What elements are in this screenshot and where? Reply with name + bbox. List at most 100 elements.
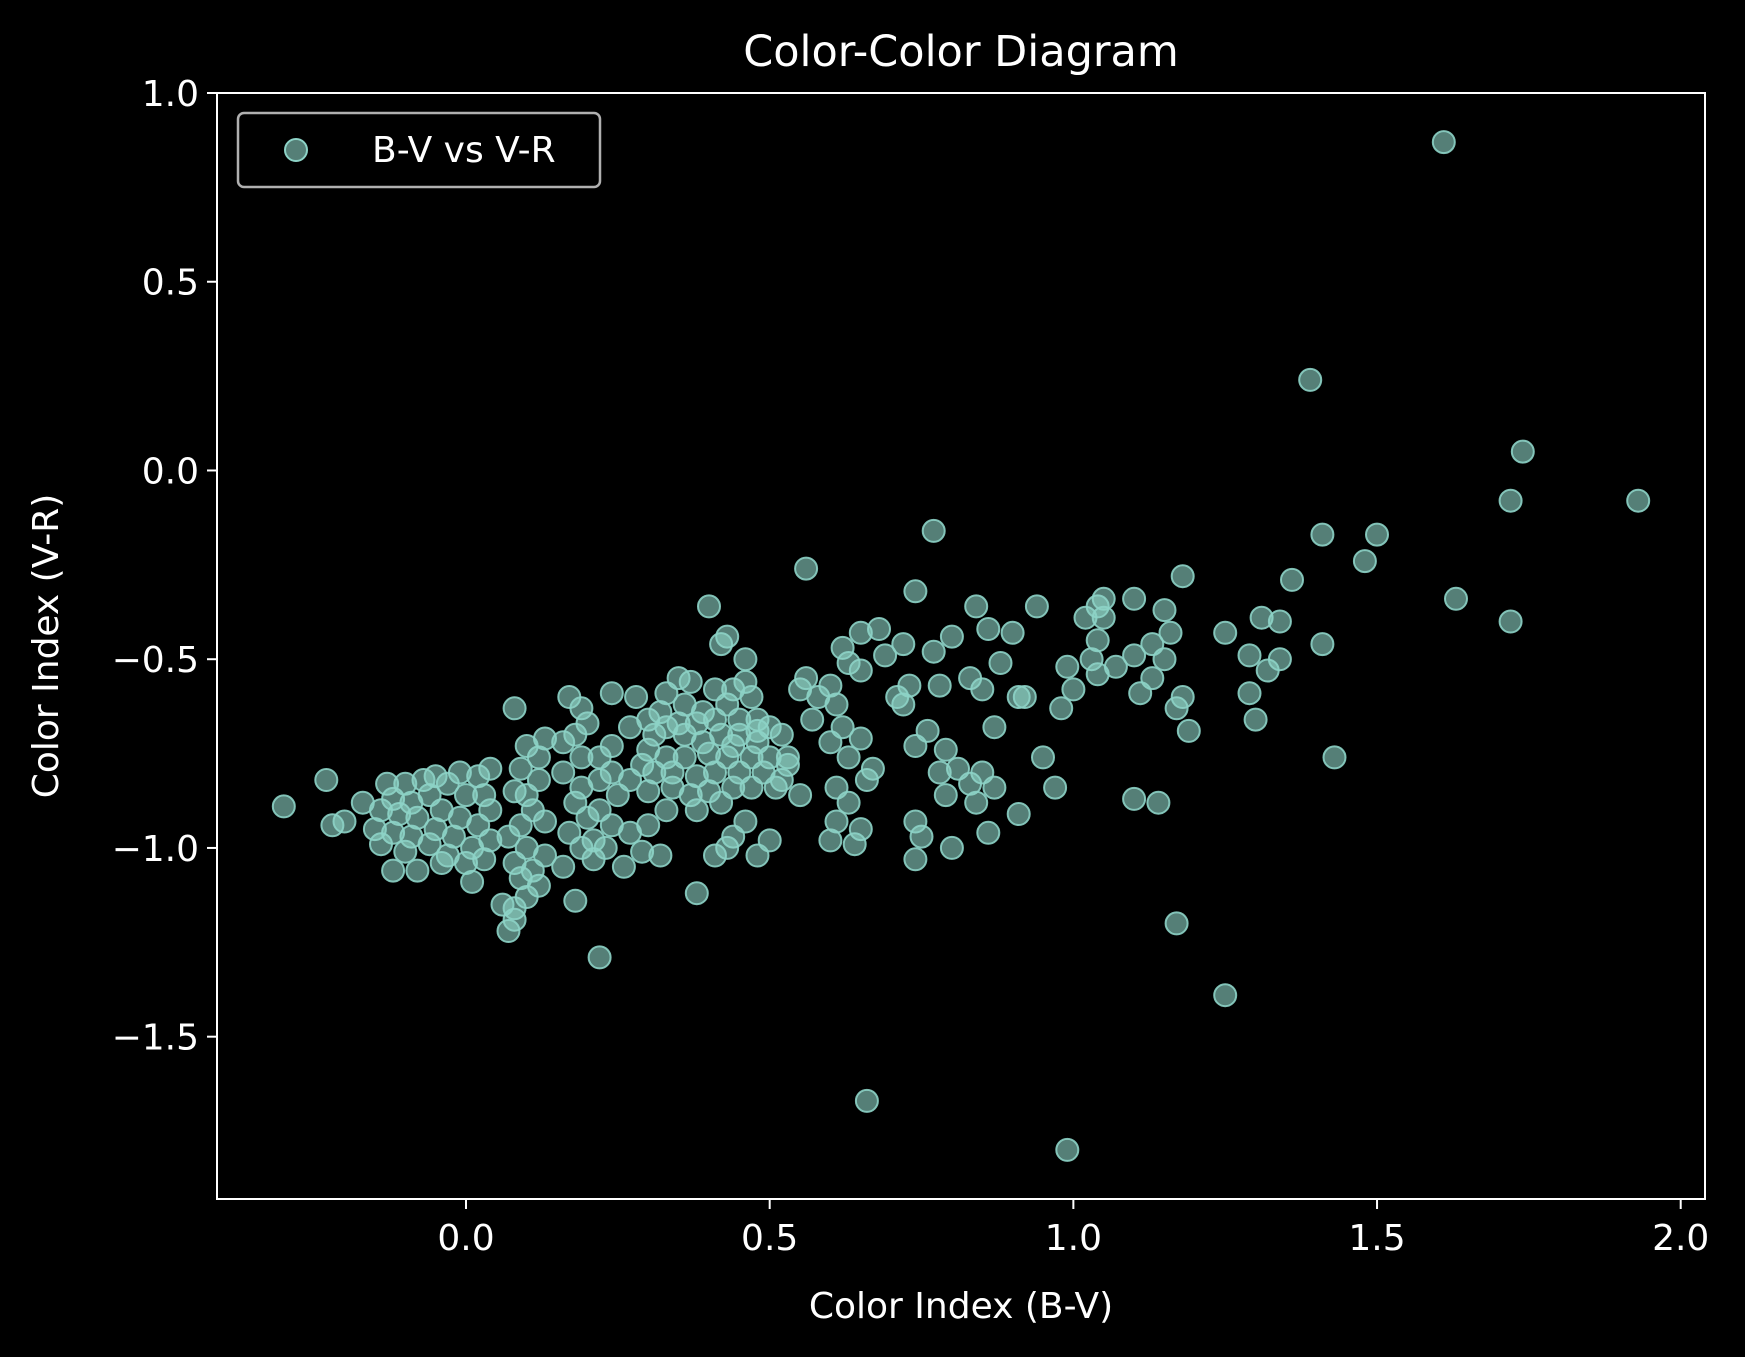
scatter-point — [508, 756, 533, 781]
scatter-point — [1498, 488, 1523, 513]
scatter-point — [429, 851, 454, 875]
scatter-point — [684, 798, 709, 823]
scatter-point — [903, 847, 928, 872]
scatter-point — [854, 1088, 879, 1113]
x-tick-label: 2.0 — [1652, 1218, 1709, 1259]
scatter-point — [873, 643, 898, 668]
legend-marker — [284, 138, 308, 162]
legend-frame — [236, 111, 602, 189]
scatter-point — [405, 858, 430, 883]
scatter-point — [271, 794, 296, 819]
y-tick-label: −1.5 — [112, 1018, 199, 1059]
scatter-point — [1176, 718, 1201, 743]
scatter-point — [654, 798, 679, 823]
scatter-point — [1085, 662, 1110, 687]
scatter-point — [745, 843, 770, 868]
y-axis-title: Color Index (V-R) — [26, 494, 67, 799]
scatter-point — [964, 594, 989, 619]
scatter-point — [1431, 130, 1456, 155]
scatter-point — [1322, 745, 1347, 770]
scatter-point — [824, 692, 849, 717]
scatter-point — [393, 839, 418, 864]
y-axis: 1.0 0.5 0.0 −0.5 −1.0 −1.5 — [112, 74, 217, 1059]
scatter-point — [927, 673, 952, 698]
scatter-point — [1146, 790, 1171, 815]
scatter-point — [1237, 643, 1262, 668]
scatter-point — [763, 775, 788, 800]
scatter-point — [800, 707, 825, 732]
scatter-point — [1243, 707, 1268, 732]
x-tick-label: 0.0 — [437, 1218, 494, 1259]
legend: B-V vs V-R — [236, 111, 602, 189]
scatter-point — [502, 696, 527, 721]
scatter-point — [788, 783, 813, 808]
scatter-point — [976, 820, 1001, 845]
scatter-point — [988, 651, 1013, 675]
scatter-point — [745, 718, 770, 743]
scatter-point — [721, 734, 746, 758]
scatter-point — [921, 639, 946, 664]
scatter-point — [909, 824, 934, 849]
scatter-point — [982, 715, 1007, 740]
scatter-point — [933, 783, 958, 808]
scatter-point — [891, 692, 916, 717]
scatter-point — [551, 854, 576, 879]
scatter-point — [788, 677, 813, 702]
scatter-point — [599, 813, 624, 838]
plot-frame — [216, 92, 1706, 1200]
scatter-point — [533, 843, 557, 868]
scatter-point — [1024, 594, 1049, 619]
scatter-point — [1049, 696, 1074, 721]
scatter-point — [1158, 620, 1183, 645]
scatter-point — [1267, 609, 1292, 634]
scatter-point — [1055, 1137, 1080, 1162]
x-tick-label: 1.0 — [1045, 1218, 1102, 1259]
scatter-point — [1061, 677, 1086, 702]
scatter-point — [703, 707, 727, 732]
scatter-point — [454, 783, 478, 808]
scatter-point — [836, 790, 861, 815]
scatter-point — [1352, 549, 1377, 574]
scatter-point — [1298, 367, 1323, 392]
scatter-point — [927, 760, 952, 785]
x-tick-label: 0.5 — [741, 1218, 798, 1259]
scatter-point — [1031, 745, 1055, 770]
scatter-point — [976, 617, 1001, 641]
y-tick-label: 0.5 — [142, 263, 199, 304]
scatter-point — [533, 809, 557, 834]
scatter-point — [1122, 643, 1147, 668]
scatter-point — [569, 745, 594, 770]
y-tick-label: 0.0 — [142, 451, 199, 492]
scatter-point — [1152, 598, 1177, 623]
scatter-point — [854, 768, 879, 792]
y-tick-label: −0.5 — [112, 640, 199, 681]
scatter-point — [1122, 586, 1147, 611]
scatter-point — [842, 832, 867, 857]
scatter-point — [1365, 522, 1389, 547]
scatter-point — [605, 783, 630, 808]
scatter-point — [1626, 488, 1651, 513]
scatter-point — [381, 858, 406, 883]
scatter-point — [417, 832, 442, 857]
y-tick-label: −1.0 — [112, 829, 199, 870]
x-tick-label: 1.5 — [1348, 1218, 1405, 1259]
scatter-point — [684, 881, 709, 906]
scatter-point — [1310, 632, 1335, 657]
scatter-point — [1280, 567, 1304, 592]
scatter-point — [551, 760, 576, 785]
scatter-point — [618, 715, 642, 740]
scatter-point — [569, 835, 594, 860]
scatter-point — [1091, 605, 1116, 630]
scatter-point — [818, 730, 843, 755]
scatter-point — [1444, 586, 1468, 611]
scatter-point — [1170, 564, 1195, 589]
scatter-point — [611, 854, 636, 879]
scatter-point — [630, 839, 655, 864]
scatter-point — [1213, 983, 1238, 1008]
scatter-point — [1043, 775, 1068, 800]
scatter-point — [599, 681, 624, 706]
scatter-point — [970, 677, 995, 702]
scatter-point — [709, 790, 734, 815]
scatter-point — [848, 620, 873, 645]
